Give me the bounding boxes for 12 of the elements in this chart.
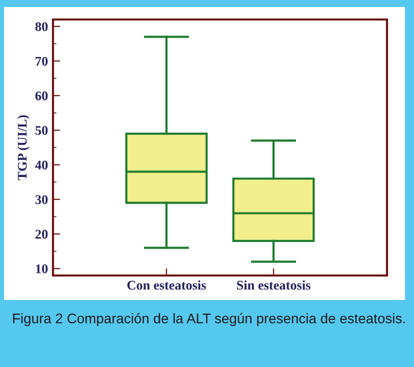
y-tick-label: 30 <box>35 195 48 204</box>
y-tick-label: 50 <box>35 126 48 135</box>
x-tick-label: Con esteatosis <box>127 280 206 290</box>
y-tick-label: 60 <box>35 91 48 100</box>
y-tick-label: 10 <box>36 264 48 274</box>
y-tick-label: 70 <box>36 56 48 66</box>
y-tick-label: 40 <box>35 160 48 170</box>
y-tick-label: 20 <box>36 230 48 239</box>
text: Figura 2 Comparación de la ALT según presencia de esteatosis. <box>13 313 405 326</box>
x-tick-label: Sin esteatosis <box>237 280 310 290</box>
y-tick-label: 80 <box>35 22 48 32</box>
y-axis-title: TGP (UI/L) <box>17 115 30 180</box>
